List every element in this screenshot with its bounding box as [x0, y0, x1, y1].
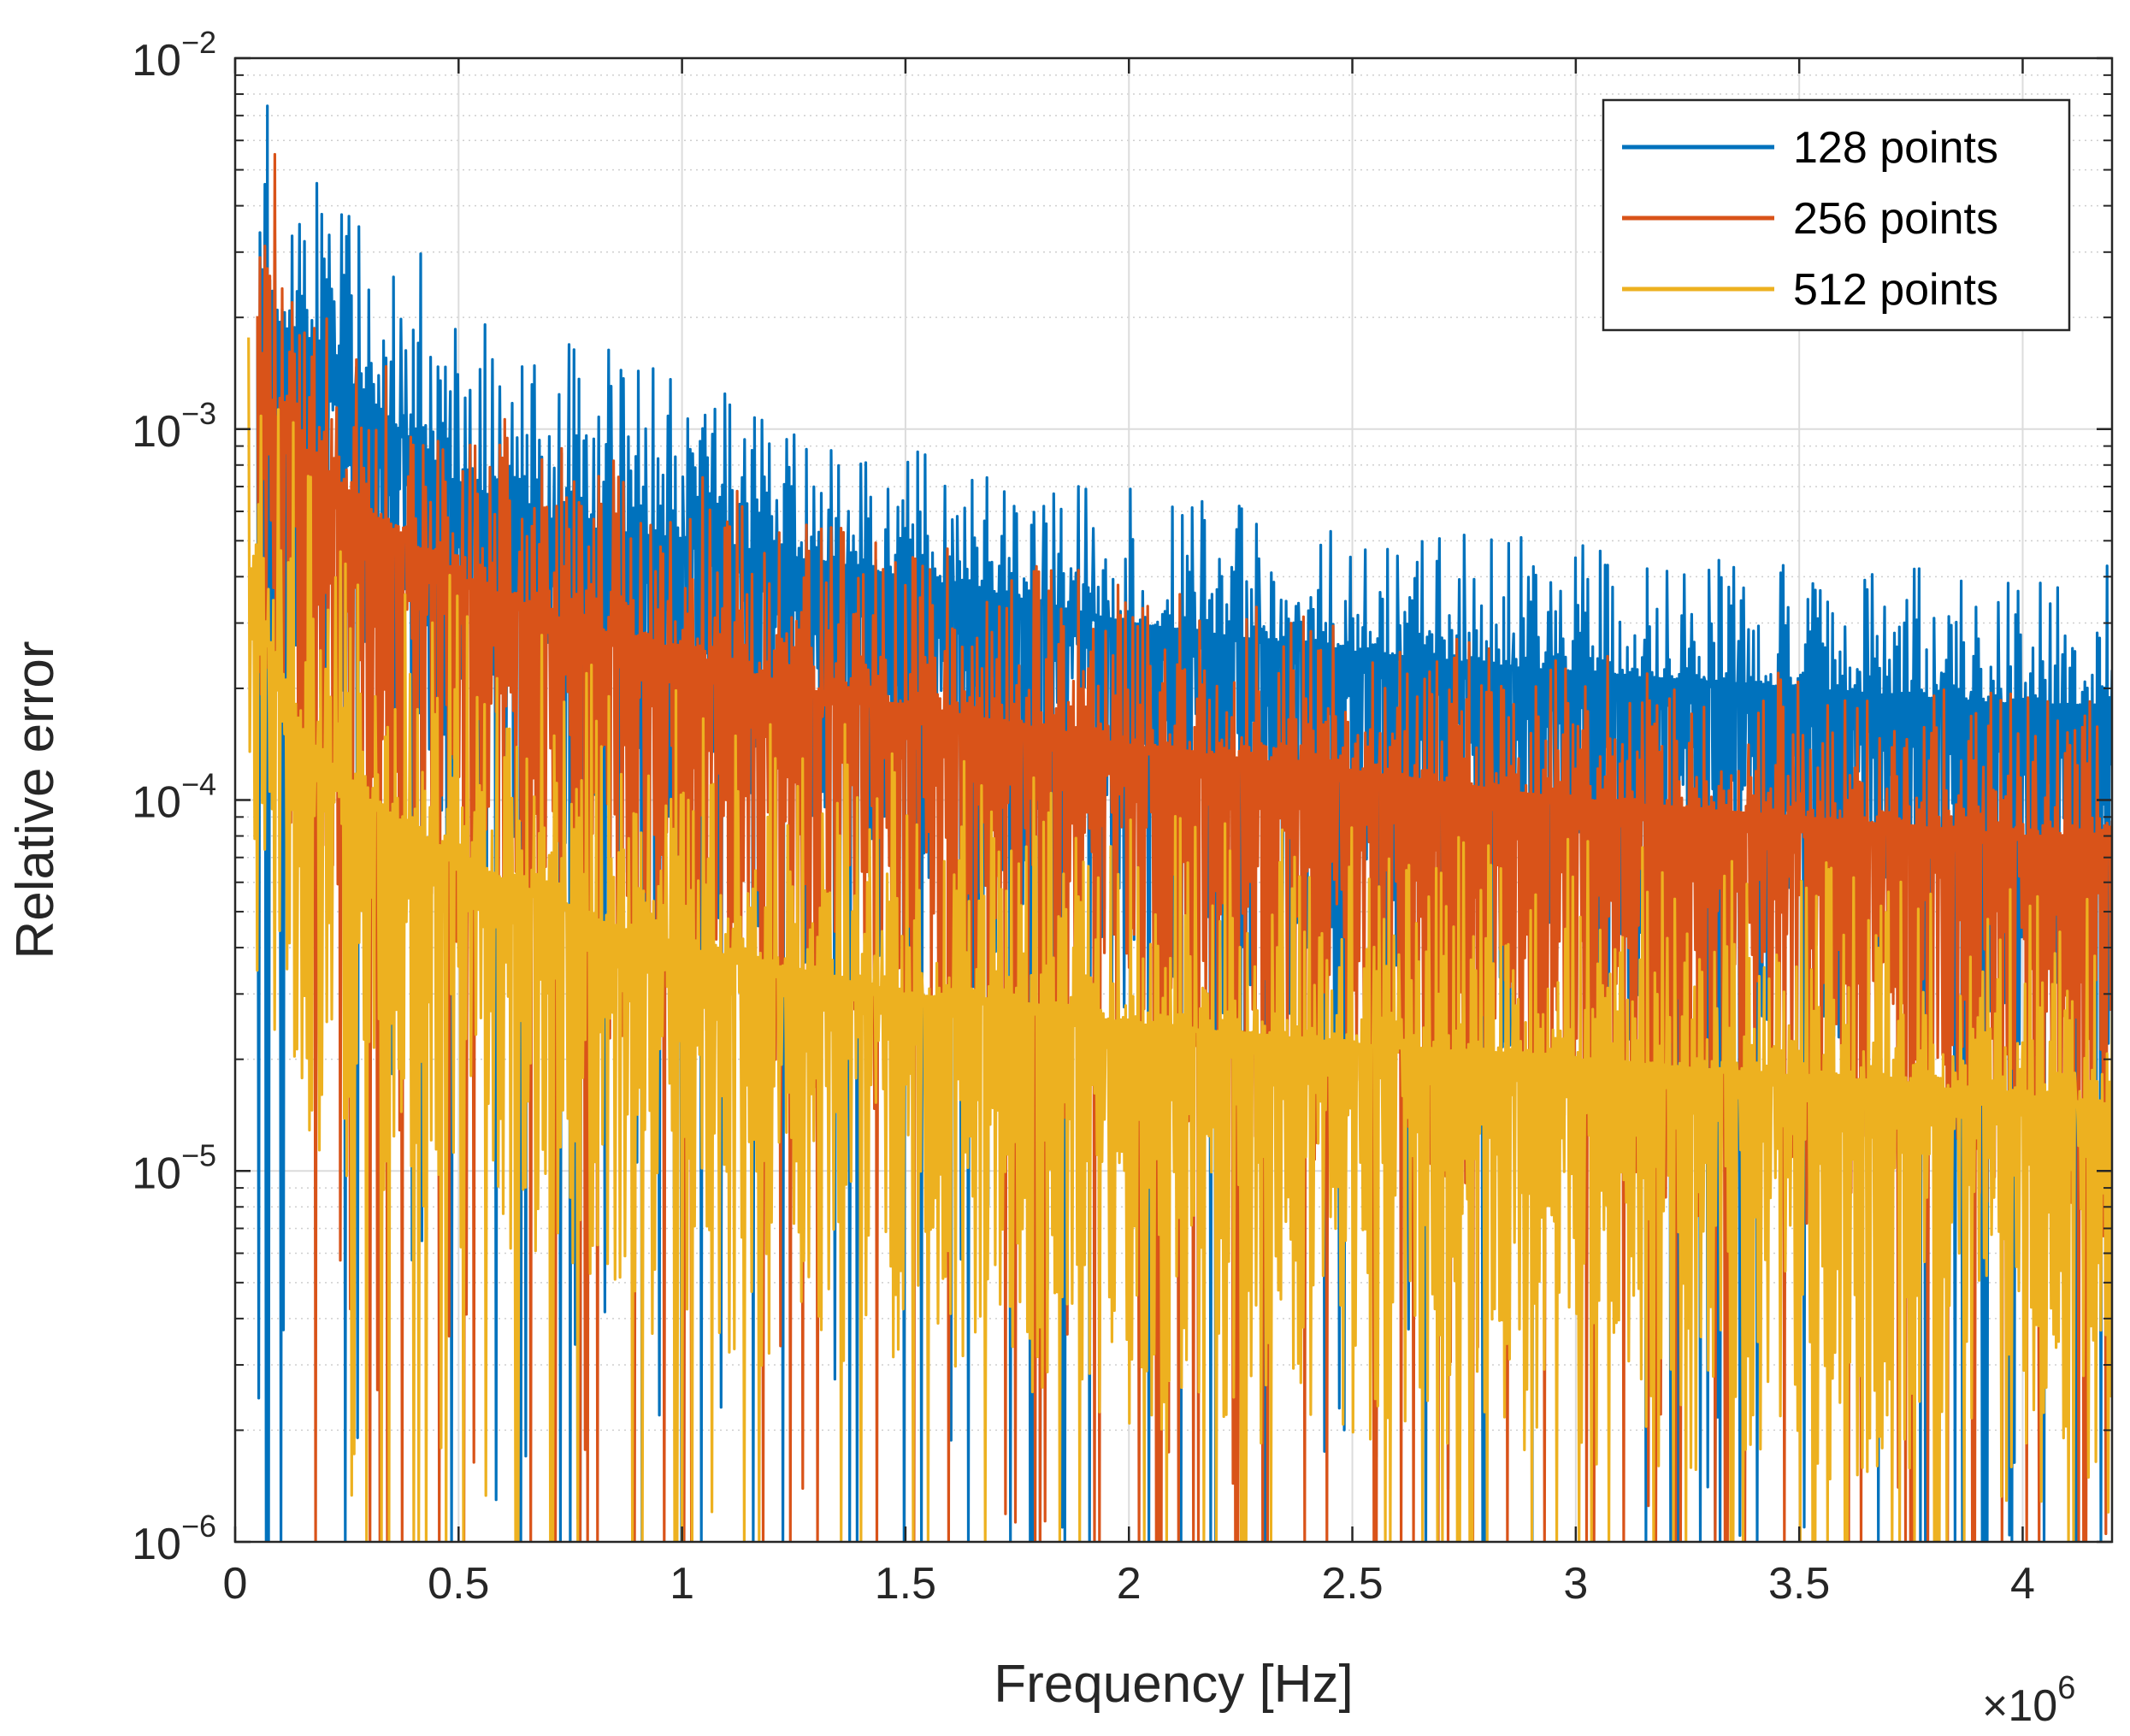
legend-label-256-points: 256 points [1793, 194, 1998, 244]
x-tick-label: 2 [1117, 1559, 1142, 1609]
y-tick-label: 10−5 [132, 1137, 216, 1198]
x-tick-label: 2.5 [1321, 1559, 1383, 1609]
x-axis-label: Frequency [Hz] [994, 1655, 1353, 1714]
x-tick-label: 0.5 [428, 1559, 489, 1609]
legend-label-512-points: 512 points [1793, 265, 1998, 315]
x-tick-label: 1 [670, 1559, 694, 1609]
legend-label-128-points: 128 points [1793, 123, 1998, 173]
x-tick-label: 3 [1563, 1559, 1588, 1609]
x-tick-label: 1.5 [875, 1559, 936, 1609]
series-line-128-points [256, 104, 2112, 1542]
axes: 0 0.5 1 1.5 2 2.5 3 3.5 4 10−6 10−5 10−4 10−3 10−2 Fre… [6, 25, 2114, 1731]
y-tick-label: 10−4 [132, 767, 216, 828]
y-tick-label: 10−3 [132, 396, 216, 457]
legend: 128 points 256 points 512 points [1602, 98, 2071, 332]
y-tick-label: 10−6 [132, 1509, 216, 1569]
series-line-256-points [256, 152, 2112, 1542]
x-tick-label: 4 [2010, 1559, 2035, 1609]
series-line-512-points [247, 337, 2112, 1542]
x-tick-label: 0 [223, 1559, 248, 1609]
x-tick-label: 3.5 [1768, 1559, 1830, 1609]
x-axis-multiplier: ×106 [1982, 1670, 2075, 1731]
y-tick-label: 10−2 [132, 25, 216, 86]
legend-box [1602, 98, 2071, 332]
y-axis-label: Relative error [6, 641, 65, 959]
